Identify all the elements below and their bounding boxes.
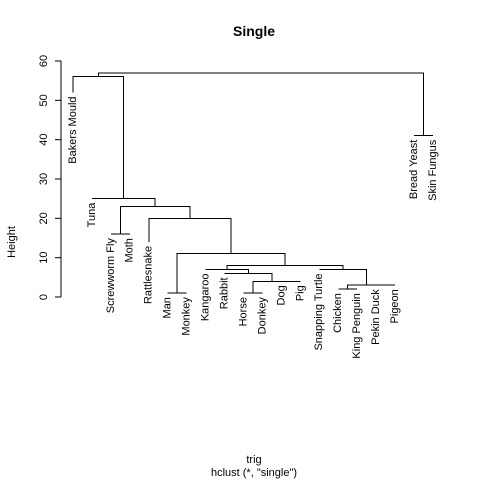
- leaf-label: Bakers Mould: [67, 96, 79, 163]
- leaf-label: Screwworm Fly: [105, 238, 117, 314]
- leaf-label: Kangaroo: [200, 273, 212, 321]
- leaf-label: Monkey: [181, 297, 193, 336]
- y-tick-label: 50: [38, 94, 50, 106]
- y-tick-label: 0: [38, 294, 50, 300]
- leaf-label: Bread Yeast: [408, 140, 420, 199]
- dendrogram-branch: [205, 268, 249, 274]
- dendrogram-branch: [72, 76, 125, 199]
- leaf-label: Rabbit: [218, 277, 230, 309]
- dendrogram-branch: [97, 72, 425, 136]
- y-axis: 0 10 20 30 40 50 60: [38, 55, 62, 300]
- dendrogram-branch: [226, 265, 344, 270]
- leaf-label: Rattlesnake: [143, 246, 155, 304]
- leaf-label: Pekin Duck: [370, 289, 382, 345]
- y-tick-label: 10: [38, 252, 50, 264]
- y-tick-label: 40: [38, 134, 50, 146]
- y-axis-label: Height: [6, 226, 18, 258]
- y-tick-label: 20: [38, 212, 50, 224]
- y-tick-label: 60: [38, 55, 50, 67]
- leaf-label: Donkey: [256, 297, 268, 335]
- chart-title: Single: [233, 23, 275, 39]
- leaf-label: Moth: [124, 238, 136, 262]
- leaf-label: Pig: [294, 285, 306, 301]
- dendrogram-branch: [91, 198, 156, 207]
- dendrogram-branch: [224, 272, 273, 282]
- leaf-label: Dog: [275, 285, 287, 305]
- leaf-label: Tuna: [86, 202, 98, 228]
- dendrogram-branch: [119, 206, 191, 235]
- leaf-label: Skin Fungus: [427, 139, 439, 201]
- dendrogram-branch: [319, 268, 368, 286]
- leaf-label: Snapping Turtle: [313, 273, 325, 350]
- leaf-label: Pigeon: [389, 289, 401, 323]
- leaf-label: Man: [162, 297, 174, 318]
- leaf-label: Chicken: [332, 293, 344, 333]
- leaf-label: King Penguin: [351, 293, 363, 358]
- chart-subtitle: hclust (*, "single"): [211, 467, 297, 479]
- dendrogram-branch: [148, 217, 232, 254]
- y-tick-label: 30: [38, 173, 50, 185]
- x-axis-label: trig: [246, 454, 261, 466]
- dendrogram-branch: [347, 284, 386, 290]
- leaf-labels: Bakers Mould Tuna Screwworm Fly Moth Rattles…: [67, 96, 439, 358]
- leaf-label: Horse: [237, 297, 249, 326]
- dendrogram-branch: [252, 280, 291, 294]
- dendrogram-branches: [72, 72, 433, 294]
